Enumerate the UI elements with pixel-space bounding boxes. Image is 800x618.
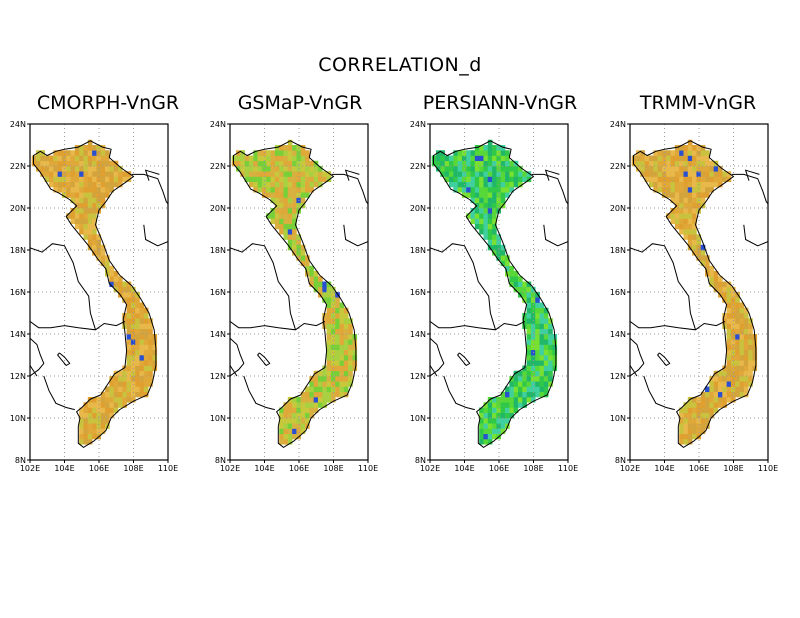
lat-tick-label: 24N xyxy=(210,120,226,129)
lat-tick-label: 14N xyxy=(410,330,426,339)
lat-tick-label: 18N xyxy=(210,246,226,255)
lat-tick-label: 8N xyxy=(615,456,626,465)
lat-tick-label: 20N xyxy=(410,204,426,213)
lat-tick-label: 10N xyxy=(210,414,226,423)
lat-tick-label: 20N xyxy=(210,204,226,213)
panel-title-persiann: PERSIANN-VnGR xyxy=(422,92,578,114)
lat-tick-label: 8N xyxy=(15,456,26,465)
lat-tick-label: 18N xyxy=(410,246,426,255)
lat-tick-label: 18N xyxy=(10,246,26,255)
lat-tick-label: 24N xyxy=(610,120,626,129)
lon-tick-label: 108E xyxy=(123,464,143,473)
panel-title-trmm: TRMM-VnGR xyxy=(639,92,757,114)
panel-title-cmorph: CMORPH-VnGR xyxy=(36,92,180,114)
lon-tick-label: 110E xyxy=(158,464,178,473)
lat-tick-label: 22N xyxy=(10,162,26,171)
coastlines xyxy=(630,140,768,449)
lon-tick-label: 104E xyxy=(254,464,274,473)
lon-tick-label: 104E xyxy=(54,464,74,473)
lat-tick-label: 10N xyxy=(610,414,626,423)
lat-tick-label: 16N xyxy=(10,288,26,297)
lon-tick-label: 108E xyxy=(323,464,343,473)
lon-tick-label: 110E xyxy=(358,464,378,473)
lat-tick-label: 14N xyxy=(10,330,26,339)
lat-tick-label: 22N xyxy=(610,162,626,171)
lon-tick-label: 106E xyxy=(689,464,709,473)
lon-tick-label: 102E xyxy=(420,464,440,473)
lat-tick-label: 22N xyxy=(210,162,226,171)
lon-tick-label: 106E xyxy=(489,464,509,473)
lon-tick-label: 102E xyxy=(620,464,640,473)
lon-tick-label: 108E xyxy=(523,464,543,473)
lat-tick-label: 10N xyxy=(10,414,26,423)
lat-tick-label: 16N xyxy=(410,288,426,297)
lon-tick-label: 110E xyxy=(558,464,578,473)
lat-tick-label: 24N xyxy=(410,120,426,129)
lat-tick-label: 14N xyxy=(610,330,626,339)
lat-tick-label: 16N xyxy=(610,288,626,297)
lat-tick-label: 18N xyxy=(610,246,626,255)
lon-tick-label: 106E xyxy=(89,464,109,473)
lat-tick-label: 10N xyxy=(410,414,426,423)
lon-tick-label: 104E xyxy=(654,464,674,473)
coastlines xyxy=(430,140,568,449)
lat-tick-label: 20N xyxy=(610,204,626,213)
lat-tick-label: 8N xyxy=(415,456,426,465)
lon-tick-label: 104E xyxy=(454,464,474,473)
lon-tick-label: 106E xyxy=(289,464,309,473)
lat-tick-label: 12N xyxy=(610,372,626,381)
panel-title-gsmap: GSMaP-VnGR xyxy=(237,92,363,114)
lat-tick-label: 24N xyxy=(10,120,26,129)
figure-title: CORRELATION_d xyxy=(318,54,482,76)
lat-tick-label: 16N xyxy=(210,288,226,297)
lon-tick-label: 102E xyxy=(220,464,240,473)
coastlines xyxy=(30,140,168,449)
lat-tick-label: 8N xyxy=(215,456,226,465)
lon-tick-label: 102E xyxy=(20,464,40,473)
coastlines xyxy=(230,140,368,449)
lat-tick-label: 14N xyxy=(210,330,226,339)
lat-tick-label: 12N xyxy=(210,372,226,381)
lon-tick-label: 110E xyxy=(758,464,778,473)
lat-tick-label: 22N xyxy=(410,162,426,171)
lon-tick-label: 108E xyxy=(723,464,743,473)
lat-tick-label: 12N xyxy=(10,372,26,381)
lat-tick-label: 12N xyxy=(410,372,426,381)
correlation-cells xyxy=(231,139,358,445)
lat-tick-label: 20N xyxy=(10,204,26,213)
